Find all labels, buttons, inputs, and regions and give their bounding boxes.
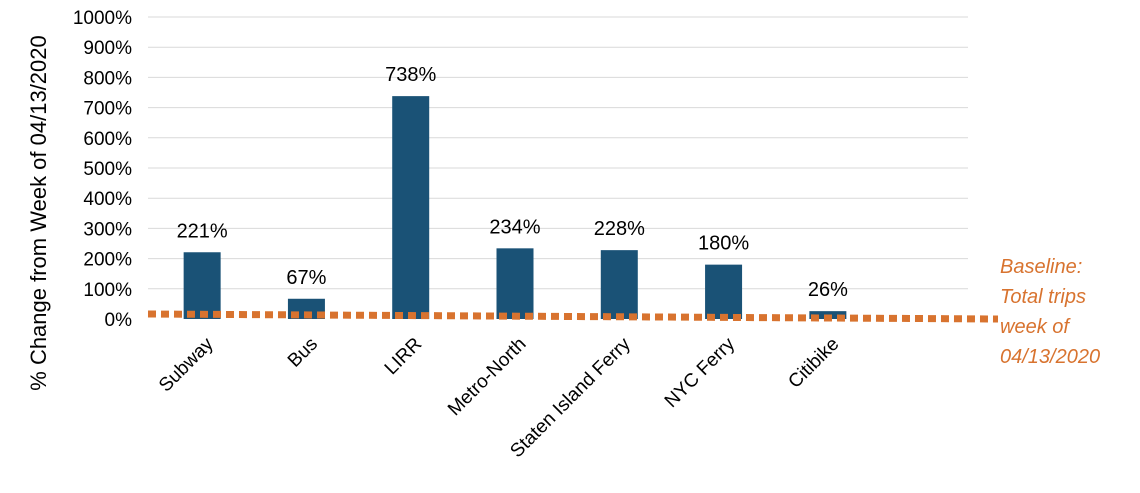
data-labels: 221% 67% 738% 234% 228% 180% 26% [177, 64, 849, 301]
y-tick-label: 100% [83, 280, 132, 301]
y-tick-label: 500% [83, 159, 132, 180]
y-tick-label: 200% [83, 250, 132, 271]
y-tick-label: 300% [83, 219, 132, 240]
annotation-line: Total trips [1000, 286, 1086, 308]
y-tick-label: 400% [83, 189, 132, 210]
y-tick-label: 700% [83, 99, 132, 120]
bar [496, 248, 534, 319]
annotation-line: 04/13/2020 [1000, 346, 1100, 368]
bar [183, 252, 221, 319]
bar [392, 96, 430, 320]
baseline-annotation: Baseline: Total trips week of 04/13/2020 [1000, 256, 1100, 368]
category-label: LIRR [381, 334, 426, 379]
bar [600, 250, 638, 319]
data-label: 67% [286, 267, 326, 289]
y-tick-label: 1000% [73, 8, 132, 29]
category-label: NYC Ferry [661, 333, 740, 412]
bars [183, 96, 847, 320]
data-label: 738% [385, 64, 436, 86]
y-tick-label: 900% [83, 38, 132, 59]
data-label: 221% [177, 220, 228, 242]
annotation-line: Baseline: [1000, 256, 1082, 278]
y-tick-label: 0% [105, 310, 133, 331]
category-label: Metro-North [444, 334, 531, 421]
data-label: 180% [698, 233, 749, 255]
y-axis-ticks: 0% 100% 200% 300% 400% 500% 600% 700% 800% 900% 10… [73, 8, 132, 331]
category-label: Bus [284, 334, 322, 372]
y-tick-label: 600% [83, 129, 132, 150]
y-tick-label: 800% [83, 68, 132, 89]
y-axis-label: % Change from Week of 04/13/2020 [26, 35, 51, 390]
bar [705, 264, 743, 319]
annotation-line: week of [1000, 316, 1071, 338]
category-label: Citibike [784, 334, 843, 393]
baseline-dash [147, 310, 999, 323]
category-label: Subway [155, 333, 218, 396]
gridlines [148, 16, 968, 290]
data-label: 26% [808, 279, 848, 301]
baseline-line [147, 310, 999, 323]
data-label: 228% [594, 218, 645, 240]
data-label: 234% [489, 216, 540, 238]
